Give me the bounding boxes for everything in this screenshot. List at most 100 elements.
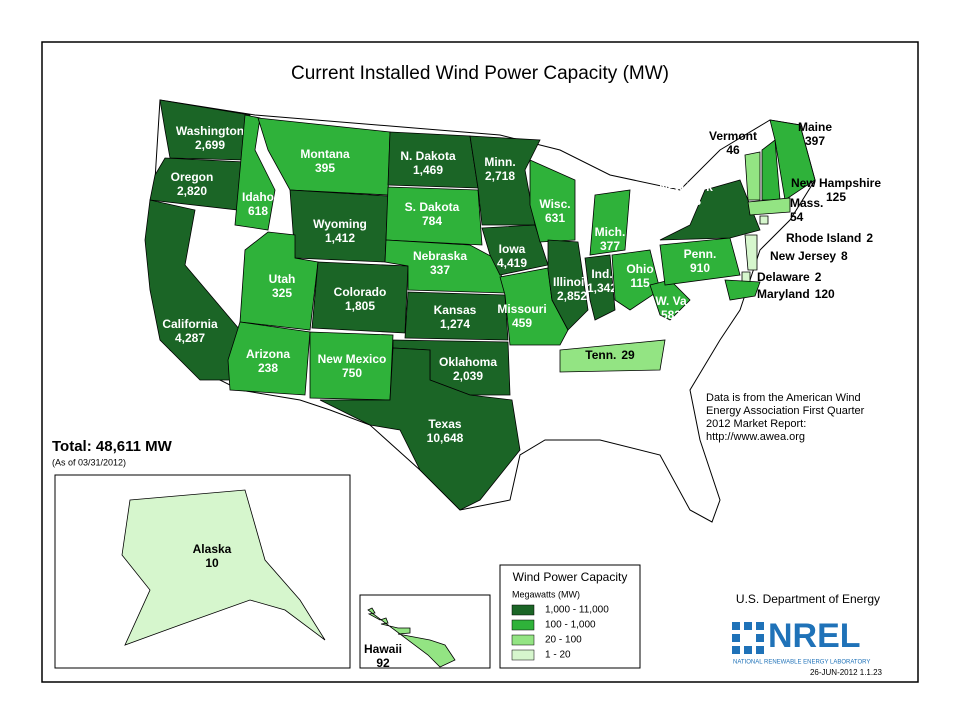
state-label: Texas 10,648 <box>427 417 464 445</box>
state-name: Penn. <box>684 247 717 261</box>
state-value: 2,820 <box>177 184 207 198</box>
state <box>404 291 509 341</box>
state <box>559 339 666 373</box>
state-label: Kansas 1,274 <box>434 303 477 331</box>
state-label: Ind. 1,342 <box>587 267 617 295</box>
stamp: 26-JUN-2012 1.1.23 <box>810 668 883 677</box>
state-label: Alaska 10 <box>193 542 232 570</box>
legend-title: Wind Power Capacity <box>513 570 628 584</box>
state-name: New York <box>659 180 713 194</box>
state-label: Montana 395 <box>300 147 350 175</box>
state <box>257 117 391 196</box>
state-value: 10 <box>205 556 219 570</box>
state-name: Delaware <box>757 270 810 284</box>
state-value: 1,418 <box>671 194 701 208</box>
state-label: Minn. 2,718 <box>484 155 515 183</box>
state-label: Delaware 2 <box>757 270 822 284</box>
state-value: 377 <box>600 239 620 253</box>
state-label: Ohio 115 <box>626 262 653 290</box>
state-value: 125 <box>826 190 846 204</box>
logo: NREL <box>768 617 861 655</box>
state-name: Utah <box>269 272 296 286</box>
state <box>385 186 483 246</box>
state-label: New Mexico 750 <box>318 352 387 380</box>
state <box>659 237 741 286</box>
as-of: (As of 03/31/2012) <box>52 457 126 467</box>
legend-label: 1,000 - 11,000 <box>545 605 609 616</box>
state <box>227 321 311 396</box>
note-line: http://www.awea.org <box>706 431 805 443</box>
state-value: 395 <box>315 161 335 175</box>
state-name: Maine <box>798 120 832 134</box>
note-line: Energy Association First Quarter <box>706 405 865 417</box>
state <box>769 119 816 201</box>
state-value: 10,648 <box>427 431 464 445</box>
state-label: Iowa 4,419 <box>497 242 527 270</box>
total: Total: 48,611 MW <box>52 438 173 455</box>
state-value: 397 <box>805 134 825 148</box>
state-name: Mich. <box>595 225 626 239</box>
state-label: Mass. 54 <box>790 196 823 224</box>
state-name: Montana <box>300 147 350 161</box>
logo-icon <box>732 622 764 654</box>
state-name: New Mexico <box>318 352 387 366</box>
state <box>319 347 521 511</box>
state-name: Maryland <box>757 287 810 301</box>
logo-sub: NATIONAL RENEWABLE ENERGY LABORATORY <box>733 660 870 666</box>
state-value: 2,699 <box>195 138 225 152</box>
state-value: 120 <box>815 287 835 301</box>
state-label: Oklahoma 2,039 <box>439 355 497 383</box>
state-label: Mich. 377 <box>595 225 626 253</box>
legend-items: 1,000 - 11,000 100 - 1,000 20 - 100 1 - 20 <box>511 604 609 661</box>
state-label: Vermont 46 <box>709 129 757 157</box>
state-label: Rhode Island 2 <box>786 231 873 245</box>
state-value: 750 <box>342 366 362 380</box>
state-value: 337 <box>430 263 450 277</box>
note-line: Data is from the American Wind <box>706 392 861 404</box>
state-value: 459 <box>512 316 532 330</box>
state-value: 92 <box>376 656 390 670</box>
state-label: California 4,287 <box>162 317 218 345</box>
state-value: 618 <box>248 204 268 218</box>
state <box>547 239 589 331</box>
state-value: 29 <box>621 348 635 362</box>
state-value: 238 <box>258 361 278 375</box>
state-value: 115 <box>630 276 650 290</box>
state-name: Tenn. <box>585 348 616 362</box>
state-label: Nebraska 337 <box>413 249 467 277</box>
state-value: 910 <box>690 261 710 275</box>
state <box>384 239 506 294</box>
state <box>239 231 319 331</box>
state-name: Wyoming <box>313 217 367 231</box>
state-label: Maryland 120 <box>757 287 835 301</box>
state-label: Utah 325 <box>269 272 296 300</box>
note: Data is from the American Wind Energy As… <box>706 392 865 443</box>
state-label: S. Dakota 784 <box>405 200 460 228</box>
state-name: Rhode Island <box>786 231 861 245</box>
state-name: New Hampshire <box>791 176 881 190</box>
state-value: 4,419 <box>497 256 527 270</box>
hawaii-inset <box>359 594 491 669</box>
state-name: Missouri <box>497 302 546 316</box>
state-value: 325 <box>272 286 292 300</box>
state-name: W. Va <box>655 294 687 308</box>
state-name: Illinois <box>553 275 591 289</box>
state-value: 2,039 <box>453 369 483 383</box>
state-label: Tenn. 29 <box>585 348 635 362</box>
legend-swatch <box>511 604 535 616</box>
state-name: Colorado <box>334 285 387 299</box>
state-value: 1,469 <box>413 163 443 177</box>
state-name: Washington <box>176 124 244 138</box>
state-label: N. Dakota 1,469 <box>400 149 456 177</box>
state-value: 1,342 <box>587 281 617 295</box>
state-label: Missouri 459 <box>497 302 546 330</box>
states: Washington 2,699 Oregon 2,820 California 4,28… <box>121 99 881 670</box>
state-label: Colorado 1,805 <box>334 285 387 313</box>
legend-subtitle: Megawatts (MW) <box>512 589 580 599</box>
legend-label: 100 - 1,000 <box>545 620 596 631</box>
legend-swatch <box>511 619 535 631</box>
state-label: Oregon 2,820 <box>171 170 214 198</box>
state-name: Oregon <box>171 170 214 184</box>
state-name: S. Dakota <box>405 200 460 214</box>
